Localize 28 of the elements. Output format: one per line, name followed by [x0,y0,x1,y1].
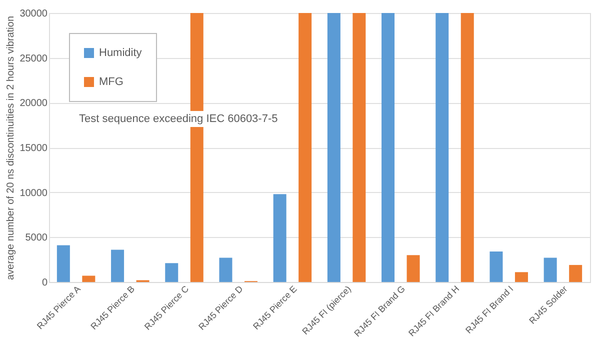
legend-label: MFG [99,76,124,88]
bar [111,250,124,282]
y-axis-title: average number of 20 ns discontinuities in 2 hours vibration [6,16,17,280]
bar [352,13,366,282]
bar [460,13,474,282]
bar [490,252,503,282]
bar [382,13,395,282]
bar [544,258,557,282]
y-tick-label: 5000 [25,232,48,244]
y-tick-label: 30000 [20,8,48,20]
bar [298,13,312,282]
y-tick-label: 20000 [20,98,48,110]
bar [327,13,340,282]
bar [569,264,582,282]
y-tick-label: 25000 [20,53,48,64]
bar [82,276,96,282]
bar [436,13,449,282]
annotation: Test sequence exceeding IEC 60603-7-5 [79,113,278,125]
bar [165,263,178,282]
legend-label: Humidity [99,47,142,59]
y-tick-label: 15000 [20,143,48,154]
bar [219,258,232,282]
bar [514,272,528,282]
y-tick-label: 10000 [20,188,48,199]
bar [273,194,286,282]
y-tick-label: 0 [42,278,48,288]
bar [56,245,70,282]
bar [406,255,420,282]
